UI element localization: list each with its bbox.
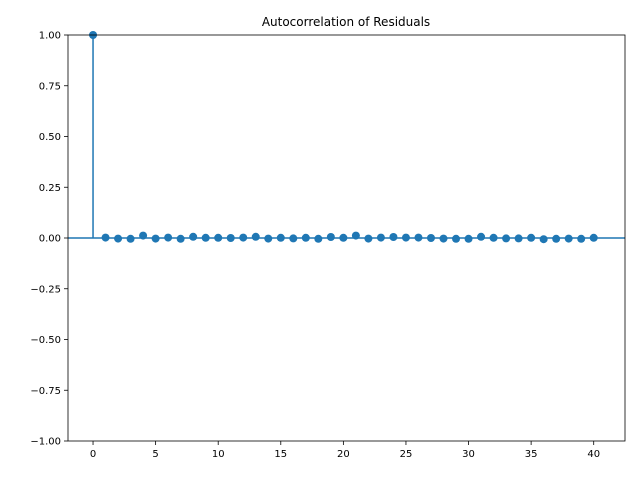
y-tick-label: 0.00 xyxy=(39,234,61,245)
y-tick-label: 0.75 xyxy=(39,81,61,92)
y-axis: −1.00 −0.75 −0.50 −0.25 0.00 0.25 0.50 0.75 1.00 xyxy=(30,31,68,448)
data-point xyxy=(589,233,598,242)
data-point xyxy=(276,233,285,242)
y-tick-label: −1.00 xyxy=(30,437,61,448)
y-tick-label: −0.75 xyxy=(30,386,61,397)
x-tick-label: 40 xyxy=(587,449,600,460)
y-tick-label: −0.25 xyxy=(30,284,61,295)
data-point xyxy=(577,234,586,243)
data-point xyxy=(126,234,135,243)
data-point xyxy=(339,233,348,242)
x-tick-label: 0 xyxy=(90,449,96,460)
data-point xyxy=(176,234,185,243)
data-point xyxy=(214,233,223,242)
y-tick-label: 0.50 xyxy=(39,132,61,143)
y-tick-label: 0.25 xyxy=(39,183,61,194)
x-tick-label: 25 xyxy=(400,449,413,460)
data-point xyxy=(477,232,486,241)
data-point xyxy=(364,234,373,243)
data-point xyxy=(301,233,310,242)
x-axis: 0 5 10 15 20 25 30 35 40 xyxy=(90,441,600,460)
data-point xyxy=(527,233,536,242)
x-tick-label: 35 xyxy=(525,449,538,460)
data-point xyxy=(151,234,160,243)
x-tick-label: 10 xyxy=(212,449,225,460)
x-tick-label: 30 xyxy=(462,449,475,460)
data-point xyxy=(264,234,273,243)
data-point xyxy=(514,234,523,243)
data-point xyxy=(389,232,398,241)
data-point xyxy=(464,234,473,243)
data-point xyxy=(101,233,110,242)
data-point xyxy=(251,232,260,241)
y-tick-label: 1.00 xyxy=(39,31,61,42)
data-point xyxy=(539,235,548,244)
data-point xyxy=(226,234,235,242)
data-point xyxy=(114,234,123,243)
data-point xyxy=(189,232,198,241)
data-point xyxy=(489,233,498,242)
data-point xyxy=(139,231,148,240)
data-point xyxy=(289,234,298,243)
data-point xyxy=(564,234,573,243)
data-point xyxy=(239,233,248,242)
x-tick-label: 20 xyxy=(337,449,350,460)
data-point xyxy=(552,234,561,243)
data-point xyxy=(502,234,511,243)
data-point xyxy=(414,233,423,242)
data-point xyxy=(201,233,210,242)
data-point xyxy=(401,233,410,242)
data-point xyxy=(426,234,435,242)
data-point xyxy=(376,233,385,242)
data-point xyxy=(164,233,173,242)
y-tick-label: −0.50 xyxy=(30,335,61,346)
x-tick-label: 5 xyxy=(152,449,158,460)
data-point xyxy=(351,231,360,240)
x-tick-label: 15 xyxy=(274,449,287,460)
data-point xyxy=(452,234,461,243)
data-point xyxy=(439,234,448,243)
data-point xyxy=(314,234,323,243)
plot-marks xyxy=(68,31,625,244)
chart-title: Autocorrelation of Residuals xyxy=(262,15,430,29)
data-point xyxy=(326,232,335,241)
